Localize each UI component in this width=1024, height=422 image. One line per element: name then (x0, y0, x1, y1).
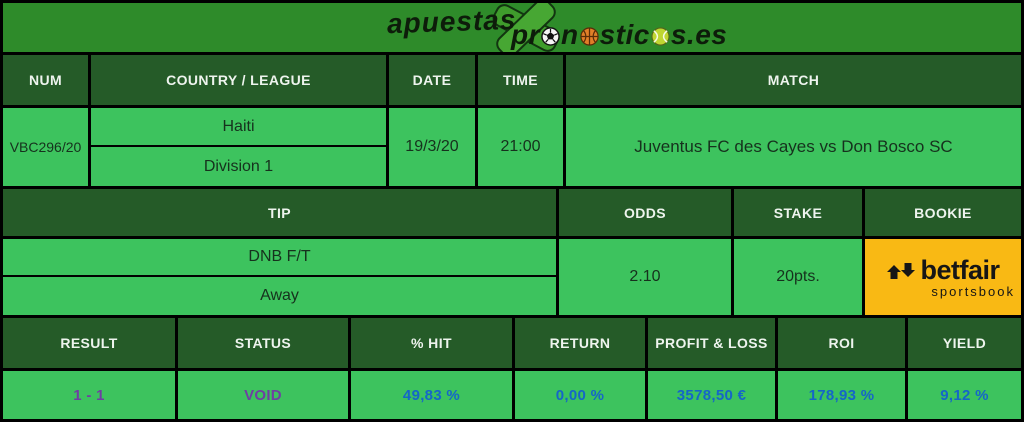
col-header-bookie: BOOKIE (865, 189, 1021, 236)
tip-cell: DNB F/T Away (3, 239, 556, 315)
result-data-row: 1 - 1 VOID 49,83 % 0,00 % 3578,50 € 178,… (3, 371, 1021, 419)
logo-word-apuestas: apuestas (386, 3, 517, 40)
league-value: Division 1 (203, 157, 274, 175)
col-header-match: MATCH (566, 55, 1021, 105)
col-header-result: RESULT (3, 318, 175, 368)
yield-value: 9,12 % (908, 371, 1021, 419)
return-value: 0,00 % (515, 371, 645, 419)
match-value: Juventus FC des Cayes vs Don Bosco SC (566, 108, 1021, 186)
basketball-icon (579, 26, 599, 46)
roi-value: 178,93 % (778, 371, 905, 419)
profit-loss-value: 3578,50 € (648, 371, 775, 419)
col-header-date: DATE (389, 55, 475, 105)
stake-value: 20pts. (734, 239, 862, 315)
col-header-return: RETURN (515, 318, 645, 368)
col-header-profit-loss: PROFIT & LOSS (648, 318, 775, 368)
betfair-arrows-icon (887, 262, 916, 279)
date-value: 19/3/20 (389, 108, 475, 186)
col-header-status: STATUS (178, 318, 348, 368)
tip-header-row: TIP ODDS STAKE BOOKIE (3, 189, 1021, 236)
bookie-subtitle: sportsbook (931, 284, 1015, 299)
col-header-odds: ODDS (559, 189, 731, 236)
logo-text-part: n (561, 19, 579, 50)
col-header-hit: % HIT (351, 318, 512, 368)
tip-line1-value: DNB F/T (3, 239, 556, 277)
col-header-time: TIME (478, 55, 563, 105)
hit-value: 49,83 % (351, 371, 512, 419)
country-league-cell: Haiti Division 1 (91, 108, 386, 186)
logo-text-part: s.es (670, 19, 728, 50)
bookie-name: betfair (920, 255, 1000, 285)
result-header-row: RESULT STATUS % HIT RETURN PROFIT & LOSS… (3, 318, 1021, 368)
tip-line2-value: Away (260, 287, 299, 304)
status-badge: VOID (178, 371, 348, 419)
site-logo[interactable]: apuestas pr n stic s.es (3, 3, 1021, 52)
logo-word-pronosticos: pr n stic s.es (511, 19, 727, 51)
col-header-yield: YIELD (908, 318, 1021, 368)
site-header: apuestas pr n stic s.es (3, 3, 1021, 52)
col-header-roi: ROI (778, 318, 905, 368)
bookie-betfair-logo[interactable]: betfair sportsbook (865, 239, 1021, 315)
logo-text-part: pr (511, 19, 540, 50)
col-header-country-league: COUNTRY / LEAGUE (91, 55, 386, 105)
match-header-row: NUM COUNTRY / LEAGUE DATE TIME MATCH (3, 55, 1021, 105)
logo-text-part: stic (599, 19, 650, 50)
tennis-ball-icon (651, 26, 670, 46)
odds-value: 2.10 (559, 239, 731, 315)
col-header-stake: STAKE (734, 189, 862, 236)
football-icon (541, 26, 560, 46)
result-value: 1 - 1 (3, 371, 175, 419)
tip-data-row: DNB F/T Away 2.10 20pts. betfair sportsb… (3, 239, 1021, 315)
num-value: VBC296/20 (3, 108, 88, 186)
col-header-num: NUM (3, 55, 88, 105)
country-value: Haiti (91, 108, 386, 147)
time-value: 21:00 (478, 108, 563, 186)
col-header-tip: TIP (3, 189, 556, 236)
match-data-row: VBC296/20 Haiti Division 1 19/3/20 21:00… (3, 108, 1021, 186)
